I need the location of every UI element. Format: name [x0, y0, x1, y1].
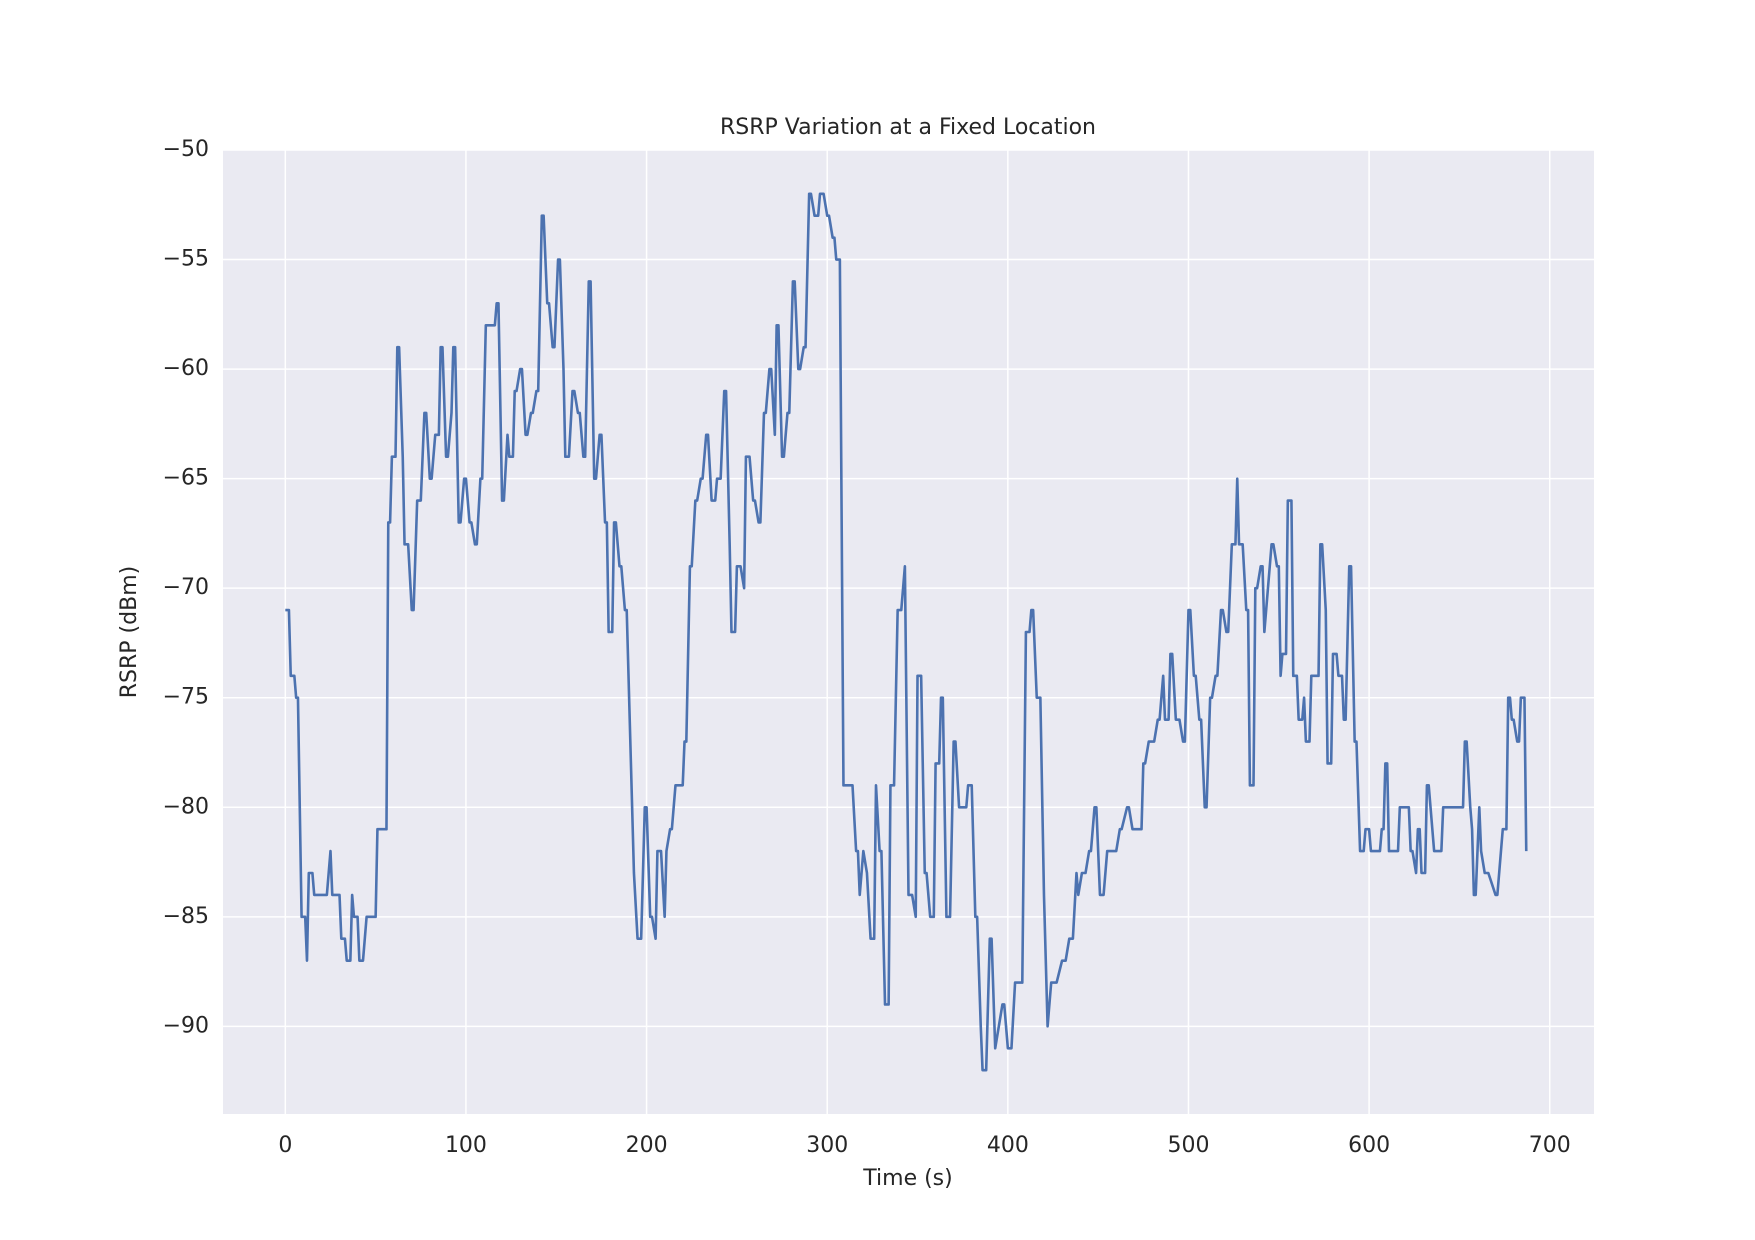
x-tick-label: 0	[278, 1133, 292, 1158]
x-tick-label: 500	[1167, 1133, 1209, 1158]
y-tick-label: −60	[163, 356, 209, 381]
y-tick-label: −50	[163, 137, 209, 162]
chart-title: RSRP Variation at a Fixed Location	[720, 115, 1096, 140]
x-tick-label: 400	[987, 1133, 1029, 1158]
y-tick-label: −80	[163, 794, 209, 819]
x-tick-label: 100	[445, 1133, 487, 1158]
y-tick-label: −70	[163, 575, 209, 600]
x-tick-label: 700	[1529, 1133, 1571, 1158]
plot-area	[223, 150, 1594, 1114]
x-tick-label: 200	[626, 1133, 668, 1158]
x-axis-label: Time (s)	[862, 1166, 952, 1191]
y-tick-label: −85	[163, 904, 209, 929]
y-tick-label: −65	[163, 466, 209, 491]
data-line	[285, 192, 1528, 1072]
x-tick-label: 300	[806, 1133, 848, 1158]
y-tick-label: −55	[163, 247, 209, 272]
y-tick-label: −75	[163, 685, 209, 710]
x-tick-label: 600	[1348, 1133, 1390, 1158]
y-tick-label: −90	[163, 1013, 209, 1038]
y-axis-label: RSRP (dBm)	[117, 566, 142, 698]
